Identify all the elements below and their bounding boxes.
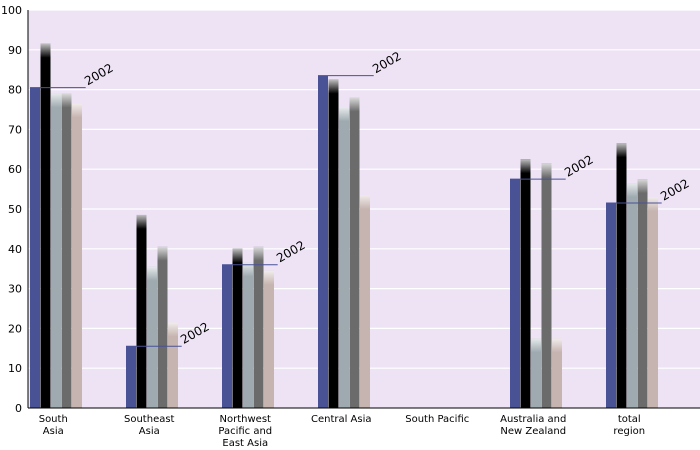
x-tick-label: South Asia xyxy=(39,414,68,437)
bar-highlight xyxy=(51,93,61,108)
bar xyxy=(360,195,370,408)
bar xyxy=(510,179,520,408)
bar-highlight xyxy=(232,248,243,263)
x-tick-label-line: South Pacific xyxy=(405,414,469,425)
axes xyxy=(27,10,700,409)
bar xyxy=(339,107,349,408)
bar xyxy=(243,262,253,408)
bar-highlight xyxy=(243,262,253,277)
y-tick-label: 100 xyxy=(1,4,22,17)
bar-highlight xyxy=(253,246,264,261)
bar-highlight xyxy=(168,322,178,337)
bar xyxy=(30,87,40,409)
x-tick-label-line: Asia xyxy=(43,426,64,437)
bar xyxy=(552,338,562,408)
y-tick-label: 30 xyxy=(8,283,22,296)
bars xyxy=(30,43,658,409)
bar-highlight xyxy=(328,79,339,94)
bar-highlight xyxy=(520,159,531,174)
y-tick-label: 70 xyxy=(8,123,22,136)
x-tick-label-line: Asia xyxy=(139,426,160,437)
bar-highlight xyxy=(552,338,562,353)
bar xyxy=(72,103,82,408)
y-tick-label: 90 xyxy=(8,44,22,57)
bar xyxy=(222,264,232,408)
bar-highlight xyxy=(637,179,648,194)
bar xyxy=(541,163,552,408)
bar-highlight xyxy=(531,338,541,353)
bar-highlight xyxy=(40,43,51,58)
y-tick-label: 20 xyxy=(8,322,22,335)
bar xyxy=(253,246,264,408)
bar-highlight xyxy=(136,214,147,229)
x-tick-label-line: Southeast xyxy=(124,414,175,425)
x-tick-label: Australia and New Zealand xyxy=(500,414,566,437)
y-tick-label: 40 xyxy=(8,243,22,256)
bar-highlight xyxy=(72,103,82,118)
x-tick-label-line: total xyxy=(618,414,641,425)
x-tick-label: Southeast Asia xyxy=(124,414,175,437)
y-tick-label: 80 xyxy=(8,84,22,97)
y-tick-label: 50 xyxy=(8,203,22,216)
bar xyxy=(531,338,541,408)
x-tick-label: total region xyxy=(613,414,645,437)
bar xyxy=(61,93,72,408)
bar-highlight xyxy=(616,143,627,158)
bar xyxy=(40,43,51,409)
x-tick-label-line: Pacific and xyxy=(218,426,272,437)
y-tick-label: 10 xyxy=(8,362,22,375)
bar-highlight xyxy=(349,97,360,112)
y-tick-label: 0 xyxy=(15,402,22,415)
x-tick-label-line: New Zealand xyxy=(500,426,566,437)
bar xyxy=(349,97,360,408)
bar-highlight xyxy=(61,93,72,108)
bar xyxy=(157,246,168,408)
bar-highlight xyxy=(339,107,349,122)
bar xyxy=(168,322,178,408)
bar xyxy=(51,93,61,408)
bar-highlight xyxy=(147,266,157,281)
bar-highlight xyxy=(157,246,168,261)
x-tick-label-line: East Asia xyxy=(222,438,268,449)
bar xyxy=(232,248,243,408)
x-tick-label-line: Australia and xyxy=(500,414,566,425)
bar xyxy=(606,203,616,408)
bar xyxy=(264,270,274,408)
bar xyxy=(136,214,147,408)
bar xyxy=(648,197,658,408)
bar xyxy=(318,75,328,409)
x-tick-label-line: Central Asia xyxy=(311,414,372,425)
x-tick-label-line: South xyxy=(39,414,68,425)
bar xyxy=(147,266,157,408)
x-tick-label-line: Northwest xyxy=(220,414,272,425)
bar xyxy=(328,79,339,409)
bar xyxy=(520,159,531,408)
bar xyxy=(627,183,637,408)
bar xyxy=(126,346,136,408)
y-tick-label: 60 xyxy=(8,163,22,176)
x-tick-label: Northwest Pacific and East Asia xyxy=(218,414,272,449)
x-tick-label: Central Asia xyxy=(311,414,372,425)
x-tick-label: South Pacific xyxy=(405,414,469,425)
bar xyxy=(616,143,627,408)
bar-highlight xyxy=(264,270,274,285)
bar-highlight xyxy=(541,163,552,178)
bar-highlight xyxy=(648,197,658,212)
bar-highlight xyxy=(360,195,370,210)
bar-highlight xyxy=(627,183,637,198)
bar xyxy=(637,179,648,408)
y-tick-labels: 0 10 20 30 40 50 60 70 80 90 100 xyxy=(1,4,22,415)
x-tick-label-line: region xyxy=(613,426,645,437)
